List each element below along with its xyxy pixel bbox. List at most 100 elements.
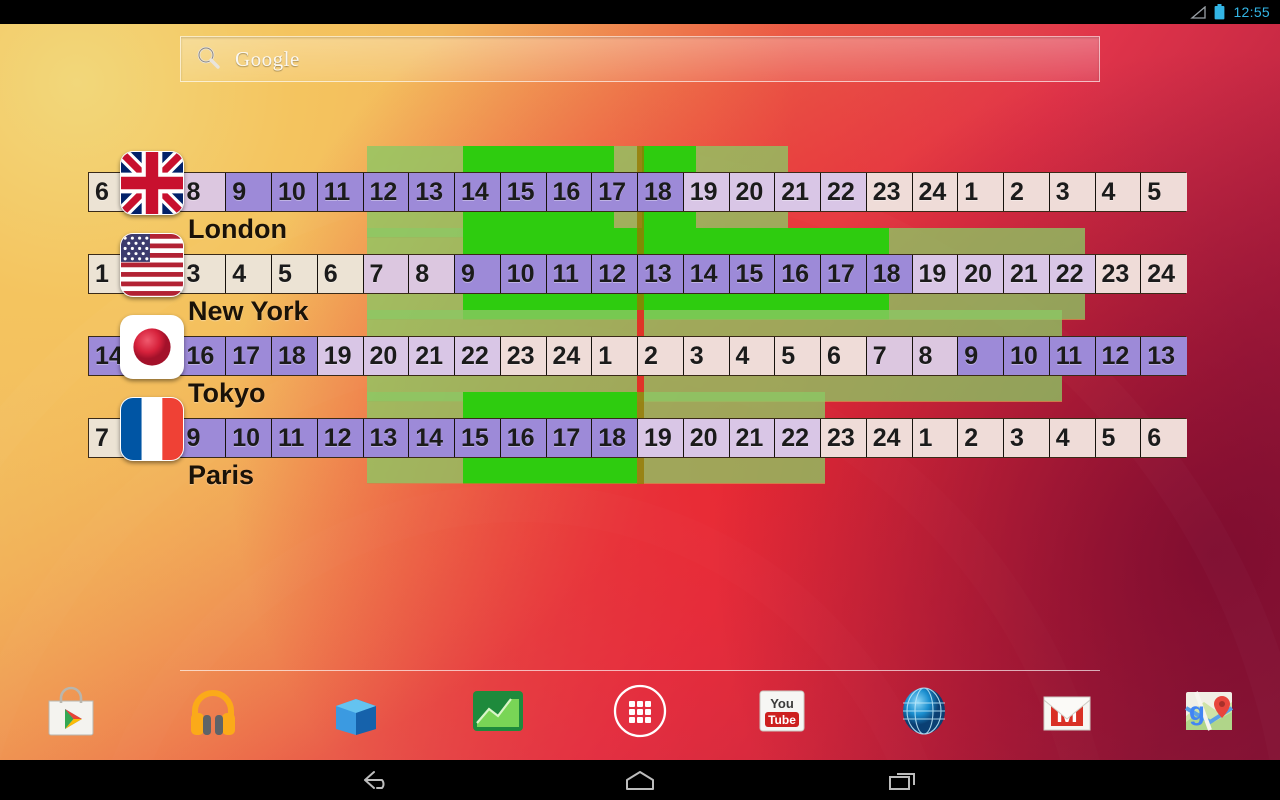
hour-cell[interactable]: 12 xyxy=(363,173,410,211)
hour-cell[interactable]: 22 xyxy=(455,337,501,375)
hour-cell[interactable]: 11 xyxy=(546,255,593,293)
hour-cell[interactable]: 22 xyxy=(775,419,821,457)
hour-cell[interactable]: 7 xyxy=(363,255,410,293)
hour-cell[interactable]: 13 xyxy=(1141,337,1187,375)
hour-cell[interactable]: 12 xyxy=(317,419,364,457)
hour-cell[interactable]: 24 xyxy=(1141,255,1187,293)
hour-cell[interactable]: 5 xyxy=(272,255,318,293)
hour-cell[interactable]: 3 xyxy=(683,337,730,375)
timezone-row[interactable]: 123456789101112131415161718192021222324 xyxy=(88,254,1187,294)
hour-cell[interactable]: 2 xyxy=(638,337,684,375)
flag-us-icon[interactable] xyxy=(120,233,184,297)
hour-cell[interactable]: 3 xyxy=(1004,419,1050,457)
hour-cell[interactable]: 8 xyxy=(180,173,227,211)
hour-cell[interactable]: 19 xyxy=(317,337,364,375)
hour-cell[interactable]: 14 xyxy=(683,255,730,293)
search-input[interactable]: Google xyxy=(235,46,300,71)
hour-cell[interactable]: 18 xyxy=(592,419,638,457)
hour-cell[interactable]: 19 xyxy=(912,255,959,293)
recents-button[interactable] xyxy=(879,766,927,794)
hour-cell[interactable]: 9 xyxy=(455,255,501,293)
hour-cell[interactable]: 17 xyxy=(546,419,593,457)
timezone-row[interactable]: 678910111213141516171819202122232412345 xyxy=(88,172,1187,212)
hour-cell[interactable]: 14 xyxy=(409,419,455,457)
hour-cell[interactable]: 15 xyxy=(729,255,776,293)
hour-cell[interactable]: 17 xyxy=(821,255,867,293)
hour-cell[interactable]: 10 xyxy=(1004,337,1050,375)
back-button[interactable] xyxy=(353,766,401,794)
hour-cell[interactable]: 9 xyxy=(180,419,227,457)
hour-cell[interactable]: 16 xyxy=(500,419,547,457)
hour-cell[interactable]: 10 xyxy=(500,255,547,293)
hour-cell[interactable]: 18 xyxy=(638,173,684,211)
hour-cell[interactable]: 21 xyxy=(775,173,821,211)
hour-cell[interactable]: 24 xyxy=(912,173,959,211)
hour-cell[interactable]: 24 xyxy=(546,337,593,375)
hour-cell[interactable]: 16 xyxy=(180,337,227,375)
flag-fr-icon[interactable] xyxy=(120,397,184,461)
hour-cell[interactable]: 20 xyxy=(683,419,730,457)
hour-cell[interactable]: 2 xyxy=(958,419,1004,457)
hour-cell[interactable]: 12 xyxy=(1095,337,1142,375)
dock-item-play-books[interactable] xyxy=(284,676,426,746)
hour-cell[interactable]: 17 xyxy=(592,173,638,211)
dock-item-play-store[interactable] xyxy=(0,676,142,746)
dock-item-youtube[interactable]: You Tube xyxy=(711,676,853,746)
hour-cell[interactable]: 23 xyxy=(866,173,913,211)
hour-cell[interactable]: 5 xyxy=(1095,419,1142,457)
hour-cell[interactable]: 6 xyxy=(1141,419,1187,457)
hour-cell[interactable]: 17 xyxy=(226,337,272,375)
flag-uk-icon[interactable] xyxy=(120,151,184,215)
hour-cell[interactable]: 11 xyxy=(317,173,364,211)
hour-cell[interactable]: 21 xyxy=(1004,255,1050,293)
hour-cell[interactable]: 21 xyxy=(409,337,455,375)
hour-cell[interactable]: 12 xyxy=(592,255,638,293)
dock-item-browser[interactable] xyxy=(853,676,995,746)
timezone-row[interactable]: 141516171819202122232412345678910111213 xyxy=(88,336,1187,376)
hour-cell[interactable]: 22 xyxy=(1049,255,1096,293)
hour-cell[interactable]: 19 xyxy=(638,419,684,457)
hour-cell[interactable]: 18 xyxy=(866,255,913,293)
hour-cell[interactable]: 4 xyxy=(1095,173,1142,211)
hour-cell[interactable]: 20 xyxy=(729,173,776,211)
hour-cell[interactable]: 13 xyxy=(409,173,455,211)
hour-cell[interactable]: 6 xyxy=(317,255,364,293)
hour-cell[interactable]: 20 xyxy=(958,255,1004,293)
hour-cell[interactable]: 9 xyxy=(226,173,272,211)
hour-cell[interactable]: 24 xyxy=(866,419,913,457)
hour-cell[interactable]: 9 xyxy=(958,337,1004,375)
hour-cell[interactable]: 19 xyxy=(683,173,730,211)
hour-cell[interactable]: 13 xyxy=(363,419,410,457)
timezone-row[interactable]: 789101112131415161718192021222324123456 xyxy=(88,418,1187,458)
hour-cell[interactable]: 11 xyxy=(1049,337,1096,375)
hour-cell[interactable]: 11 xyxy=(272,419,318,457)
hour-cell[interactable]: 7 xyxy=(866,337,913,375)
hour-cell[interactable]: 10 xyxy=(226,419,272,457)
flag-jp-icon[interactable] xyxy=(120,315,184,379)
hour-cell[interactable]: 18 xyxy=(272,337,318,375)
hour-cell[interactable]: 5 xyxy=(1141,173,1187,211)
hour-cell[interactable]: 23 xyxy=(500,337,547,375)
hour-cell[interactable]: 16 xyxy=(546,173,593,211)
hour-cell[interactable]: 8 xyxy=(912,337,959,375)
hour-cell[interactable]: 2 xyxy=(1004,173,1050,211)
hour-cell[interactable]: 1 xyxy=(912,419,959,457)
hour-cell[interactable]: 3 xyxy=(180,255,227,293)
hour-cell[interactable]: 10 xyxy=(272,173,318,211)
hour-cell[interactable]: 5 xyxy=(775,337,821,375)
hour-cell[interactable]: 14 xyxy=(455,173,501,211)
dock-item-play-music[interactable] xyxy=(142,676,284,746)
hour-cell[interactable]: 16 xyxy=(775,255,821,293)
dock-item-all-apps[interactable] xyxy=(569,676,711,746)
hour-cell[interactable]: 1 xyxy=(592,337,638,375)
timezone-widget[interactable]: 678910111213141516171819202122232412345 … xyxy=(0,0,1280,736)
hour-cell[interactable]: 1 xyxy=(958,173,1004,211)
hour-cell[interactable]: 22 xyxy=(821,173,867,211)
home-button[interactable] xyxy=(616,766,664,794)
hour-cell[interactable]: 13 xyxy=(638,255,684,293)
hour-cell[interactable]: 23 xyxy=(1095,255,1142,293)
hour-cell[interactable]: 4 xyxy=(729,337,776,375)
dock-item-play-newsstand[interactable] xyxy=(427,676,569,746)
hour-cell[interactable]: 8 xyxy=(409,255,455,293)
hour-cell[interactable]: 15 xyxy=(455,419,501,457)
